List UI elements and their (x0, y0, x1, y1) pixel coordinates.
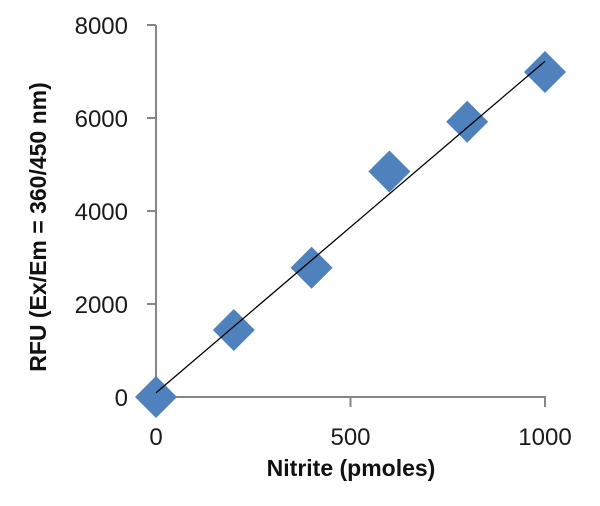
diamond-marker (212, 309, 255, 352)
y-ticks: 0 2000 4000 6000 8000 (75, 13, 156, 412)
y-tick-label: 8000 (75, 13, 128, 40)
data-points (135, 50, 566, 418)
diamond-marker (290, 246, 333, 289)
x-ticks: 0 500 1000 (149, 397, 572, 451)
diamond-marker (446, 100, 489, 143)
x-tick-label: 0 (149, 424, 162, 451)
x-tick-label: 500 (330, 424, 370, 451)
y-axis-title: RFU (Ex/Em = 360/450 nm) (25, 82, 51, 372)
x-axis-title: Nitrite (pmoles) (267, 455, 436, 481)
y-tick-label: 6000 (75, 106, 128, 133)
y-tick-label: 4000 (75, 199, 128, 226)
axes (155, 25, 546, 398)
x-tick-label: 1000 (518, 424, 571, 451)
diamond-marker (368, 150, 411, 193)
diamond-marker (135, 376, 177, 418)
y-tick-label: 2000 (75, 292, 128, 319)
diamond-marker (524, 50, 566, 93)
y-tick-label: 0 (115, 385, 128, 412)
trendline (155, 60, 546, 394)
